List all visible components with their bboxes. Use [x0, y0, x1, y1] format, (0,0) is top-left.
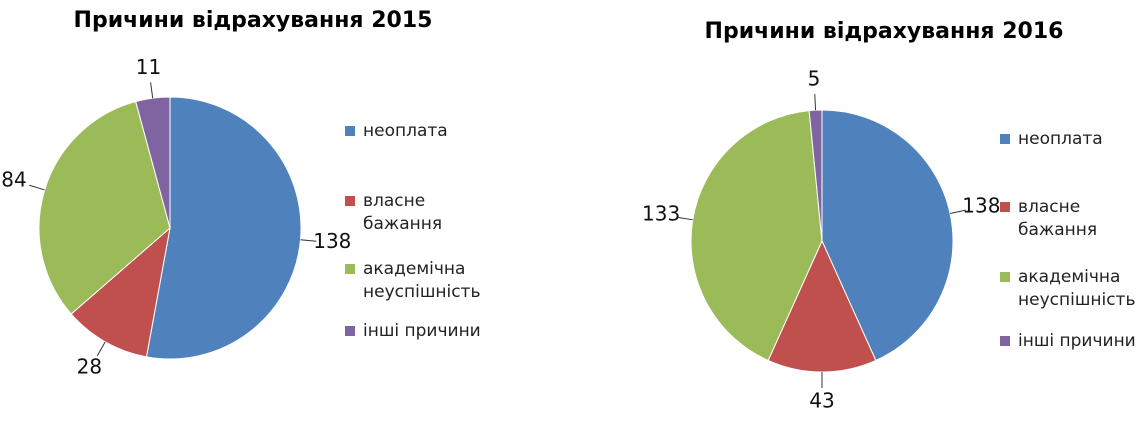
legend-item: інші причини — [345, 320, 493, 343]
legend-item: власне бажання — [1000, 196, 1138, 242]
legend-swatch — [1000, 134, 1010, 144]
legend-label: неоплата — [1018, 129, 1103, 149]
legend-label: академічна неуспішність — [363, 259, 481, 302]
data-label: 138 — [313, 229, 351, 253]
legend-label: інші причини — [363, 321, 481, 341]
legend-swatch — [1000, 202, 1010, 212]
pie-slice — [821, 109, 954, 362]
legend-item: власне бажання — [345, 190, 493, 236]
pie-slice — [145, 96, 302, 360]
legend-item: інші причини — [1000, 330, 1138, 353]
legend-label: власне бажання — [363, 191, 443, 234]
chart-title: Причини відрахування 2015 — [73, 8, 433, 33]
chart-panel: 138 28 84 11 Причини відрахування 2015 неопла… — [1, 8, 493, 379]
chart-title: Причини відрахування 2016 — [704, 19, 1064, 44]
legend-swatch — [345, 196, 355, 206]
pie-chart: 138 28 84 11 — [1, 55, 351, 379]
legend-label: власне бажання — [1018, 197, 1098, 240]
legend-label: неоплата — [363, 121, 448, 141]
data-label: 84 — [1, 168, 26, 192]
pie-slice — [690, 110, 823, 362]
legend-label: інші причини — [1018, 331, 1136, 351]
leader-line — [96, 341, 106, 356]
leader-line — [150, 82, 154, 99]
leader-line — [814, 94, 817, 111]
legend-item: академічна неуспішність — [1000, 266, 1138, 312]
pie-slice — [808, 109, 823, 242]
data-label: 43 — [809, 389, 834, 413]
data-label: 133 — [642, 201, 680, 225]
chart-panel: 138 43 133 5 Причини відрахування 2016 неопла… — [569, 0, 1138, 432]
legend-swatch — [345, 126, 355, 136]
leader-line — [29, 184, 45, 191]
legend-swatch — [1000, 272, 1010, 282]
legend-swatch — [345, 326, 355, 336]
leader-line — [676, 216, 693, 221]
legend-item: академічна неуспішність — [345, 258, 493, 304]
legend-item: неоплата — [1000, 128, 1138, 151]
legend-label: академічна неуспішність — [1018, 267, 1136, 310]
leader-line — [300, 239, 317, 242]
legend-swatch — [345, 264, 355, 274]
data-label: 5 — [808, 67, 821, 91]
pie-chart: 138 43 133 5 — [642, 67, 1000, 413]
data-label: 138 — [962, 194, 1000, 218]
legend-swatch — [1000, 336, 1010, 346]
data-label: 28 — [77, 354, 102, 378]
leader-line — [949, 209, 966, 214]
pie-slice — [767, 239, 877, 373]
data-label: 11 — [136, 55, 161, 79]
legend-item: неоплата — [345, 120, 493, 143]
